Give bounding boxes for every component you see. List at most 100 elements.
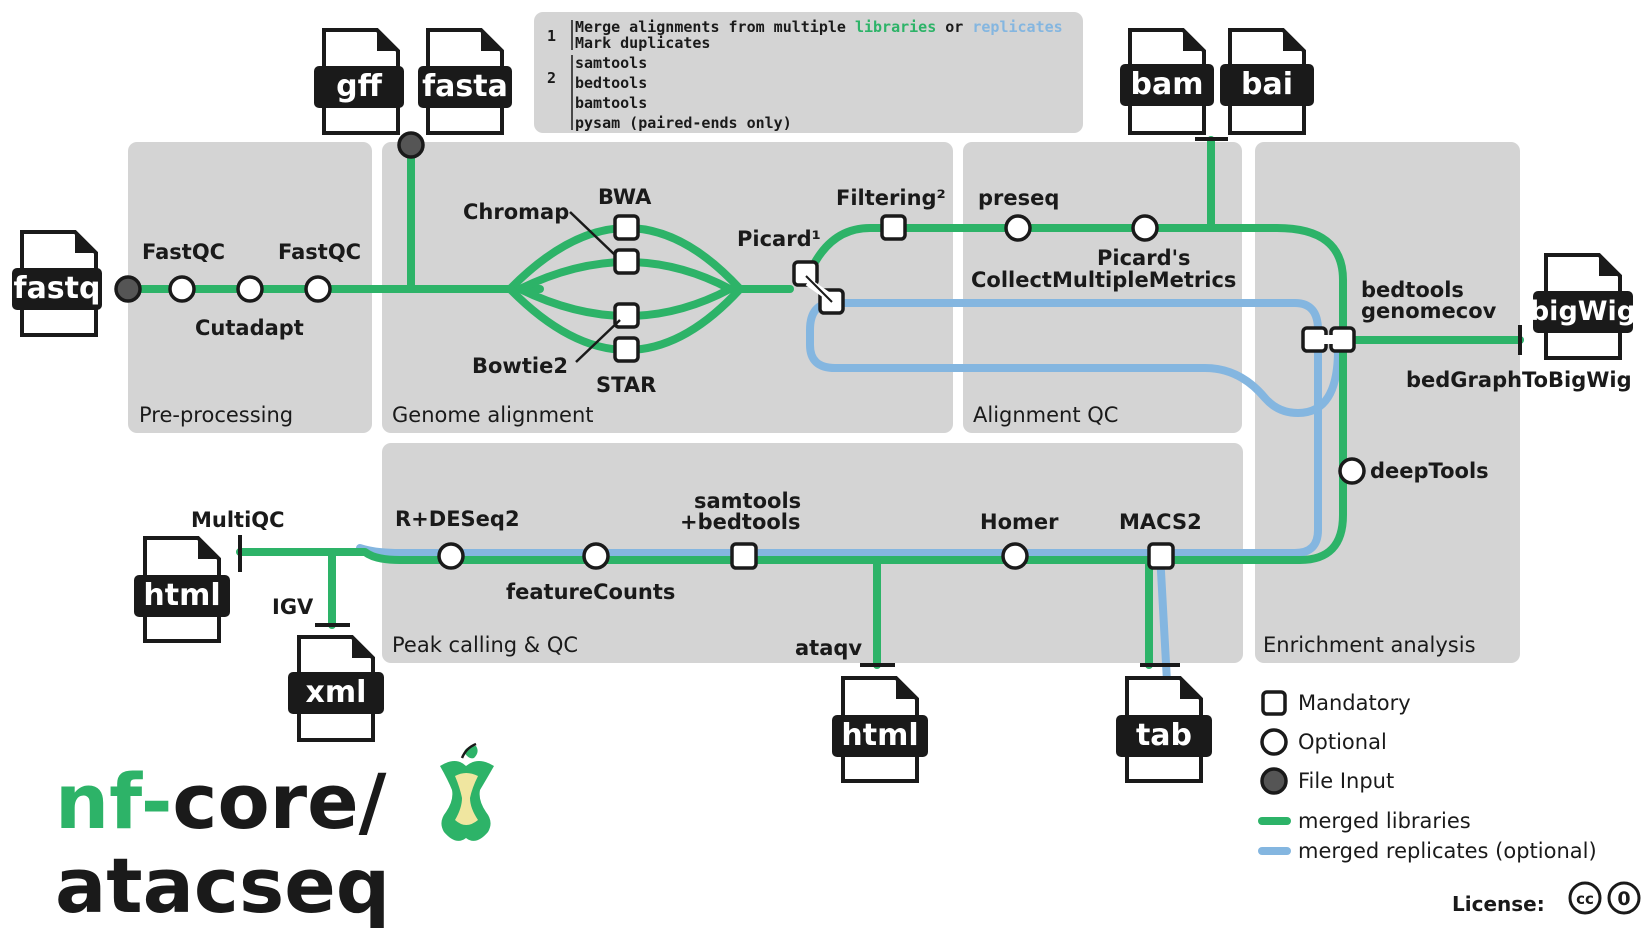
- file-icon-html-multiqc: html: [134, 536, 230, 643]
- station-samtools-bedtools: [730, 542, 758, 570]
- file-label-fastq: fastq: [14, 271, 101, 306]
- station-preseq: [1004, 214, 1032, 242]
- logo-line-1: nf-core/: [55, 757, 387, 846]
- file-icon-bigwig: bigWig: [1530, 253, 1636, 360]
- label-multiqc: MultiQC: [191, 508, 285, 532]
- panel-alignment-qc: [963, 142, 1242, 433]
- label-cutadapt: Cutadapt: [195, 316, 304, 340]
- station-bwa: [613, 214, 640, 241]
- file-label-html-ataqv: html: [841, 718, 918, 753]
- section-label-genome-alignment: Genome alignment: [392, 403, 594, 427]
- label-fastqc-1: FastQC: [142, 240, 225, 264]
- section-label-preprocessing: Pre-processing: [139, 403, 293, 427]
- label-macs2: MACS2: [1119, 510, 1202, 534]
- file-icon-tab-macs2: tab: [1116, 676, 1212, 783]
- station-chromap: [613, 248, 640, 275]
- file-label-bai: bai: [1241, 67, 1293, 102]
- label-filtering: Filtering²: [836, 186, 946, 210]
- station-star: [613, 336, 640, 363]
- station-fastqc-1: [168, 275, 196, 303]
- legend-merged-replicates-label: merged replicates (optional): [1298, 839, 1597, 863]
- station-deeptools: [1338, 457, 1366, 485]
- logo-line-2: atacseq: [55, 841, 390, 928]
- note-2-item: bedtools: [575, 74, 647, 92]
- footnotes: 1 Merge alignments from multiple librari…: [547, 18, 1063, 132]
- file-icon-html-ataqv: html: [832, 676, 928, 783]
- legend-mandatory-icon: [1261, 690, 1287, 716]
- station-fastqc-2: [304, 275, 332, 303]
- label-bedgraphtobigwig: bedGraphToBigWig: [1406, 368, 1632, 392]
- label-bwa: BWA: [598, 185, 652, 209]
- panel-enrichment: [1255, 142, 1520, 663]
- label-picard: Picard¹: [737, 227, 821, 251]
- cc-icon: [1568, 881, 1602, 915]
- zero-icon: [1607, 881, 1641, 915]
- station-genomecov-libraries: [1329, 326, 1356, 353]
- legend-optional-icon: [1260, 728, 1288, 756]
- legend-file-input-icon: [1260, 767, 1288, 795]
- file-input-station-reference: [397, 131, 425, 159]
- file-label-tab-macs2: tab: [1136, 718, 1192, 753]
- file-label-bam: bam: [1131, 67, 1204, 102]
- file-icon-fastq: fastq: [12, 230, 102, 337]
- legend-merged-libraries-label: merged libraries: [1298, 809, 1471, 833]
- label-deeptools: deepTools: [1370, 459, 1489, 483]
- station-macs2: [1147, 542, 1175, 570]
- file-icon-gff: gff: [314, 28, 404, 135]
- station-featurecounts: [582, 542, 610, 570]
- file-label-bigwig: bigWig: [1530, 296, 1636, 327]
- station-filtering: [880, 214, 907, 241]
- file-icon-xml-igv: xml: [288, 635, 384, 742]
- legend-mandatory-label: Mandatory: [1298, 691, 1411, 715]
- file-label-xml-igv: xml: [306, 675, 367, 710]
- file-label-html-multiqc: html: [143, 578, 220, 613]
- station-homer: [1001, 542, 1029, 570]
- station-cutadapt: [236, 275, 264, 303]
- file-icon-bai: bai: [1220, 28, 1314, 135]
- label-star: STAR: [596, 373, 656, 397]
- station-picard-metrics: [1131, 214, 1159, 242]
- zero-icon-text: 0: [1617, 888, 1630, 910]
- label-chromap: Chromap: [463, 200, 569, 224]
- label-ataqv: ataqv: [795, 636, 862, 660]
- section-label-enrichment: Enrichment analysis: [1263, 633, 1476, 657]
- label-samtools-bedtools-1: samtools: [694, 489, 801, 513]
- label-picard-metrics-2: CollectMultipleMetrics: [971, 268, 1236, 292]
- label-fastqc-2: FastQC: [278, 240, 361, 264]
- apple-core-icon: [440, 742, 494, 841]
- legend: Mandatory Optional File Input merged lib…: [1258, 690, 1597, 863]
- file-icons: fastq gff fasta bam bai: [12, 28, 1636, 783]
- label-samtools-bedtools-2: +bedtools: [680, 510, 801, 534]
- label-featurecounts: featureCounts: [506, 580, 675, 604]
- file-icon-bam: bam: [1120, 28, 1214, 135]
- panel-notes: [534, 12, 1083, 133]
- nf-core-logo: nf-core/ atacseq: [55, 742, 494, 928]
- note-2-item: samtools: [575, 54, 647, 72]
- label-bowtie2: Bowtie2: [472, 354, 568, 378]
- label-igv: IGV: [272, 595, 314, 619]
- note-2-item: pysam (paired-ends only): [575, 114, 792, 132]
- station-picard-libraries: [792, 260, 819, 287]
- label-genomecov-2: genomecov: [1361, 299, 1497, 323]
- label-preseq: preseq: [978, 186, 1059, 210]
- station-labels: FastQC Cutadapt FastQC Chromap BWA Bowti…: [142, 185, 1632, 660]
- section-label-peak-calling: Peak calling & QC: [392, 633, 578, 657]
- file-icon-fasta: fasta: [418, 28, 512, 135]
- station-bowtie2: [613, 302, 640, 329]
- stations: [114, 131, 1366, 570]
- license-label: License:: [1452, 892, 1545, 916]
- label-genomecov-1: bedtools: [1361, 278, 1464, 302]
- label-r-deseq2: R+DESeq2: [395, 507, 520, 531]
- station-r-deseq2: [437, 542, 465, 570]
- label-picard-metrics-1: Picard's: [1097, 246, 1191, 270]
- note-1-line-1: Merge alignments from multiple libraries…: [575, 18, 1063, 36]
- note-1-number: 1: [547, 27, 556, 45]
- license: License: cc 0: [1452, 881, 1641, 916]
- legend-optional-label: Optional: [1298, 730, 1387, 754]
- label-homer: Homer: [980, 510, 1059, 534]
- section-label-alignment-qc: Alignment QC: [973, 403, 1118, 427]
- libraries-lines: [124, 136, 1524, 669]
- legend-file-input-label: File Input: [1298, 769, 1394, 793]
- file-label-fasta: fasta: [422, 69, 508, 104]
